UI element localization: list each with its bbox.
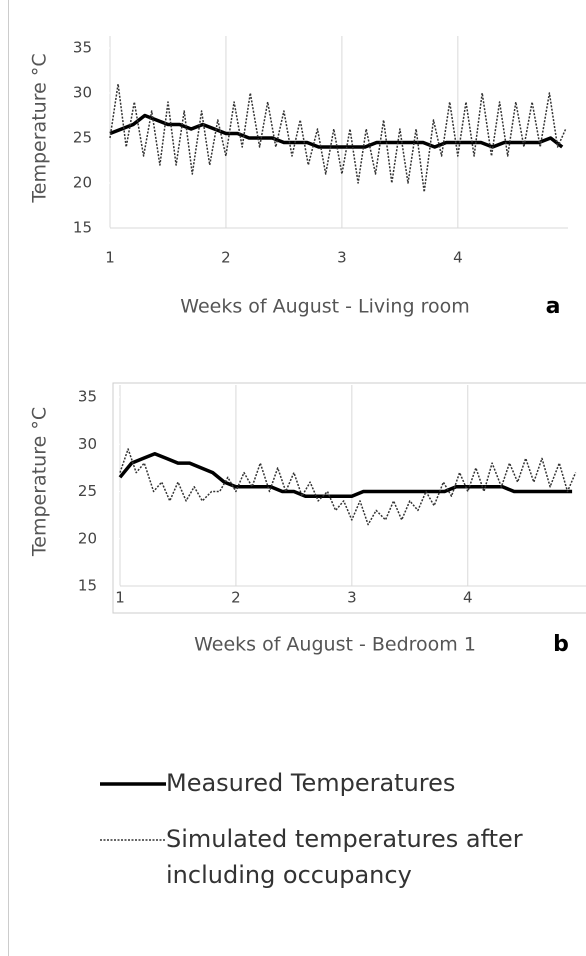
x-tick-label: 2 [231, 589, 241, 607]
panel-label: a [546, 294, 561, 319]
legend-swatch [100, 839, 166, 841]
legend: Measured Temperatures Simulated temperat… [100, 765, 540, 913]
x-tick-label: 3 [337, 249, 347, 267]
y-tick-label: 15 [73, 219, 92, 237]
x-tick-label: 4 [463, 589, 473, 607]
y-tick-label: 25 [78, 482, 97, 500]
y-tick-label: 15 [78, 577, 97, 595]
x-tick-label: 1 [105, 249, 115, 267]
x-axis-title: Weeks of August - Bedroom 1 [194, 634, 476, 656]
x-tick-label: 3 [347, 589, 357, 607]
legend-label: Measured Temperatures [166, 769, 456, 797]
legend-item: Simulated temperatures after including o… [100, 821, 540, 893]
legend-label: Simulated temperatures after including o… [166, 825, 523, 889]
series-line [118, 451, 573, 498]
x-tick-label: 1 [115, 589, 125, 607]
y-tick-label: 20 [78, 529, 97, 547]
x-tick-label: 4 [453, 249, 463, 267]
y-tick-label: 25 [73, 129, 92, 147]
x-axis-title: Weeks of August - Living room [180, 296, 469, 318]
plot-box [112, 382, 586, 614]
series-line [119, 448, 577, 526]
panel-label: b [553, 632, 569, 657]
series-line [109, 83, 567, 193]
y-axis-title: Temperature °C [29, 53, 51, 203]
y-tick-label: 35 [73, 39, 92, 57]
y-axis-title: Temperature °C [29, 407, 51, 557]
y-tick-label: 30 [73, 84, 92, 102]
series-line [109, 113, 564, 149]
legend-item: Measured Temperatures [100, 765, 540, 801]
y-tick-label: 20 [73, 174, 92, 192]
x-tick-label: 2 [221, 249, 231, 267]
legend-swatch [100, 782, 166, 786]
y-tick-label: 30 [78, 435, 97, 453]
y-tick-label: 35 [78, 388, 97, 406]
